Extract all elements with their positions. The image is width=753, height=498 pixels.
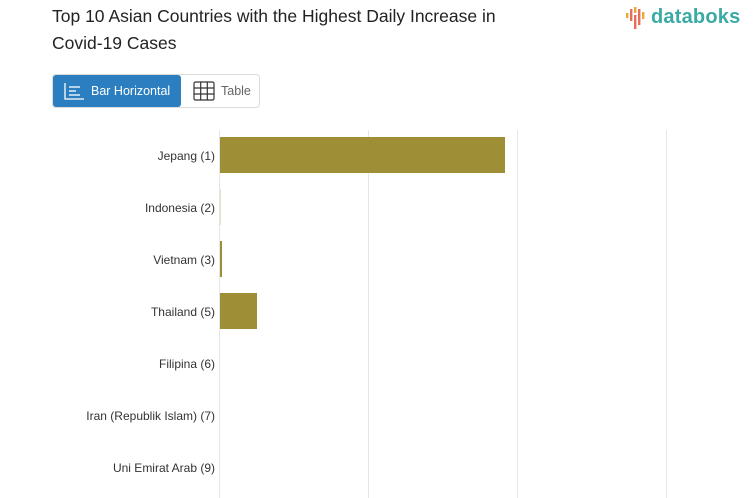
table-grid-icon [193,81,215,101]
gridline [517,130,518,498]
table-label: Table [221,84,251,98]
chart-row: Jepang (1) [0,130,753,182]
gridline [666,130,667,498]
chart-row: Thailand (5) [0,286,753,338]
category-label: Vietnam (3) [153,253,215,267]
databoks-logo[interactable]: databoks [625,4,740,30]
bar-chart: Jepang (1) Indonesia (2) Vietnam (3) Tha… [0,130,753,498]
bar-horizontal-label: Bar Horizontal [91,84,171,98]
bar-horizontal-icon [64,83,84,100]
chart-title: Top 10 Asian Countries with the Highest … [52,6,496,53]
chart-row: Uni Emirat Arab (9) [0,442,753,494]
category-label: Iran (Republik Islam) (7) [86,409,215,423]
category-label: Uni Emirat Arab (9) [112,461,215,475]
category-label: Filipina (6) [158,357,215,371]
chart-row: Filipina (6) [0,338,753,390]
bar-vietnam[interactable] [220,241,222,277]
bar-thailand[interactable] [220,293,257,329]
gridline [219,130,220,498]
chart-row: Indonesia (2) [0,182,753,234]
view-toggle: Bar Horizontal Table [52,74,260,108]
bar-indonesia[interactable] [220,189,221,225]
logo-text: databoks [651,5,741,28]
category-label: Jepang (1) [157,149,215,163]
bar-jepang[interactable] [220,137,505,173]
chart-row: Iran (Republik Islam) (7) [0,390,753,442]
gridline [368,130,369,498]
table-button[interactable]: Table [181,75,251,107]
chart-row: Vietnam (3) [0,234,753,286]
category-label: Indonesia (2) [144,201,215,215]
bar-horizontal-button[interactable]: Bar Horizontal [53,75,181,107]
category-label: Thailand (5) [150,305,215,319]
databoks-bars-icon [626,7,645,29]
